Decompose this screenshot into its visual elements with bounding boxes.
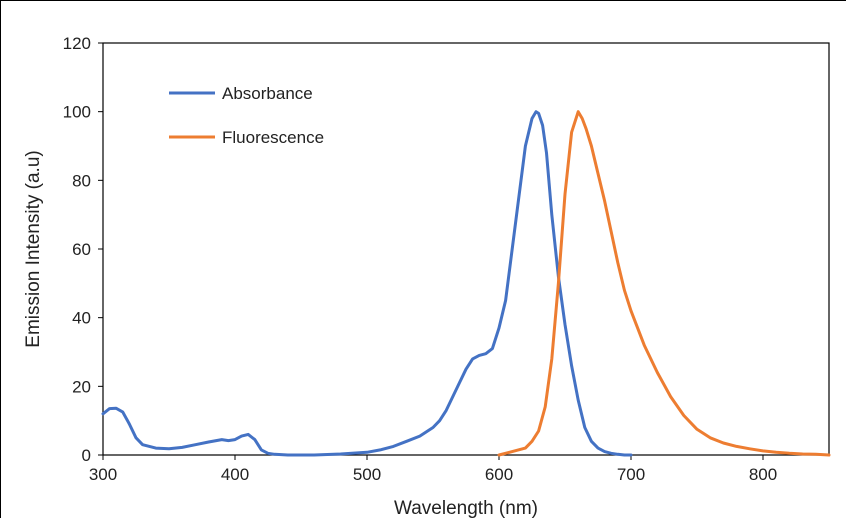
y-tick-label: 120 bbox=[63, 34, 91, 53]
series-layer bbox=[101, 110, 831, 457]
y-tick-label: 40 bbox=[72, 309, 91, 328]
x-axis-ticks: 300 400 500 600 700 800 bbox=[89, 455, 777, 484]
y-tick-label: 100 bbox=[63, 103, 91, 122]
y-axis-label: Emission Intensity (a.u) bbox=[23, 150, 44, 347]
y-axis-ticks: 0 20 40 60 80 100 120 bbox=[63, 34, 103, 465]
x-tick-label: 800 bbox=[749, 465, 777, 484]
y-tick-label: 20 bbox=[72, 377, 91, 396]
x-tick-label: 600 bbox=[485, 465, 513, 484]
x-tick-label: 500 bbox=[353, 465, 381, 484]
y-tick-label: 0 bbox=[82, 446, 91, 465]
legend: Absorbance Fluorescence bbox=[169, 84, 324, 147]
x-tick-label: 400 bbox=[221, 465, 249, 484]
series-line-fluorescence bbox=[497, 110, 831, 457]
y-tick-label: 60 bbox=[72, 240, 91, 259]
x-axis-label: Wavelength (nm) bbox=[394, 498, 538, 519]
plot-border bbox=[102, 42, 830, 456]
legend-label: Absorbance bbox=[222, 84, 313, 103]
legend-label: Fluorescence bbox=[222, 128, 324, 147]
series-line-absorbance bbox=[101, 110, 633, 457]
x-tick-label: 700 bbox=[617, 465, 645, 484]
plot-area bbox=[102, 42, 830, 456]
y-tick-label: 80 bbox=[72, 171, 91, 190]
x-tick-label: 300 bbox=[89, 465, 117, 484]
